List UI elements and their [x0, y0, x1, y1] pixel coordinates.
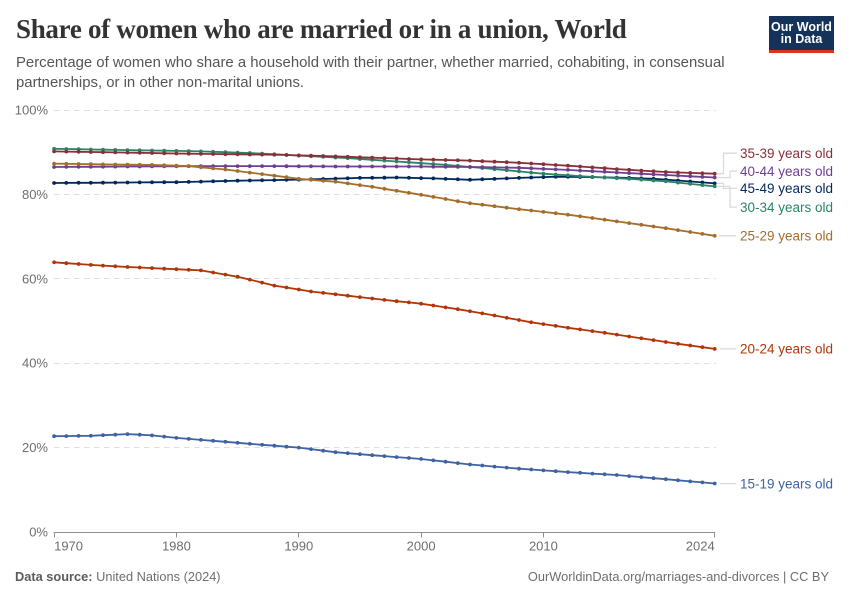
svg-text:2010: 2010	[529, 539, 558, 554]
svg-text:80%: 80%	[22, 187, 48, 202]
svg-text:60%: 60%	[22, 271, 48, 286]
svg-text:25-29 years old: 25-29 years old	[740, 229, 833, 244]
svg-text:15-19 years old: 15-19 years old	[740, 476, 833, 491]
svg-text:20-24 years old: 20-24 years old	[740, 342, 833, 357]
svg-text:100%: 100%	[15, 103, 49, 118]
svg-text:1990: 1990	[284, 539, 313, 554]
svg-text:30-34 years old: 30-34 years old	[740, 200, 833, 215]
svg-text:2000: 2000	[407, 539, 436, 554]
svg-text:45-49 years old: 45-49 years old	[740, 181, 833, 196]
svg-text:2024: 2024	[686, 539, 715, 554]
svg-text:40%: 40%	[22, 356, 48, 371]
svg-text:35-39 years old: 35-39 years old	[740, 146, 833, 161]
svg-text:20%: 20%	[22, 440, 48, 455]
svg-text:40-44 years old: 40-44 years old	[740, 164, 833, 179]
svg-text:1980: 1980	[162, 539, 191, 554]
svg-text:1970: 1970	[54, 539, 83, 554]
svg-text:0%: 0%	[29, 525, 48, 540]
